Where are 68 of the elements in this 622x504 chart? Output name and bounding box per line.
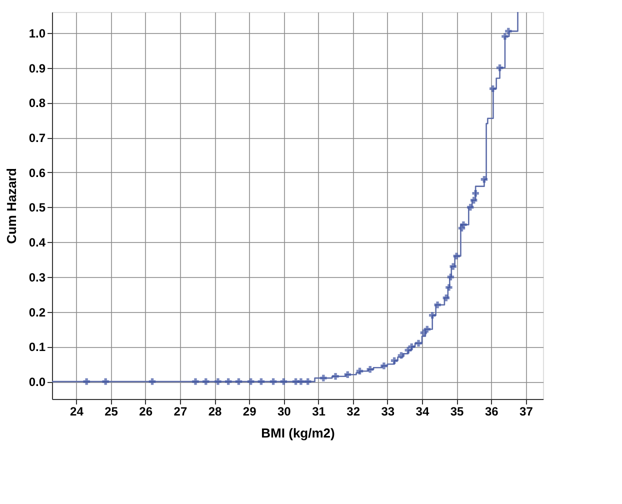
point: [83, 378, 90, 385]
point: [298, 378, 304, 385]
x-tick-label: 24: [70, 404, 84, 418]
x-tick-label: 28: [208, 404, 222, 418]
y-tick-label: 0.6: [28, 166, 46, 180]
y-tick-label: 0.3: [28, 270, 46, 284]
y-tick-label: 0.4: [28, 236, 46, 250]
point: [450, 263, 456, 270]
x-tick-label: 36: [484, 404, 499, 418]
point: [447, 274, 454, 280]
x-tick-label: 34: [416, 404, 430, 418]
point: [192, 378, 199, 385]
y-tick-label: 0.7: [28, 131, 46, 146]
point: [490, 85, 496, 92]
y-tick-label: 0.8: [28, 96, 46, 110]
point: [366, 366, 374, 373]
point: [446, 284, 452, 291]
point: [247, 378, 254, 385]
x-tick-label: 31: [312, 404, 326, 418]
point: [496, 64, 504, 72]
point: [258, 378, 265, 385]
x-tick-label: 27: [174, 404, 188, 418]
point: [332, 372, 339, 380]
x-tick-label: 37: [520, 404, 534, 418]
y-tick-label: 0.2: [28, 305, 46, 320]
point: [429, 312, 436, 319]
y-tick-label: 1.0: [28, 26, 46, 40]
y-tick-label: 0.1: [28, 340, 46, 354]
point: [148, 378, 156, 385]
point: [390, 357, 398, 364]
x-tick-label: 33: [381, 404, 395, 418]
point: [415, 340, 422, 347]
y-axis-title: Cum Hazard: [4, 168, 19, 244]
x-tick-label: 30: [277, 404, 292, 418]
point: [453, 252, 460, 260]
point: [202, 378, 210, 385]
point: [470, 196, 478, 204]
x-tick-label: 25: [104, 404, 118, 418]
point: [505, 28, 512, 35]
y-tick-label: 0.5: [28, 200, 46, 215]
point: [502, 33, 508, 40]
point: [344, 371, 351, 378]
x-axis-title: BMI (kg/m2): [261, 426, 335, 440]
point: [235, 378, 242, 385]
point: [380, 362, 388, 370]
point: [480, 176, 488, 183]
point: [102, 378, 109, 385]
point: [424, 326, 431, 333]
point: [442, 294, 450, 302]
point: [460, 221, 467, 228]
point: [434, 302, 441, 308]
point: [408, 343, 415, 350]
point: [224, 378, 232, 385]
y-tick-label: 0.9: [28, 61, 46, 76]
x-tick-label: 35: [450, 404, 464, 418]
x-tick-label: 32: [346, 404, 360, 418]
point: [304, 378, 312, 385]
point: [356, 368, 364, 374]
point: [467, 204, 474, 211]
point: [398, 352, 405, 359]
point: [472, 190, 479, 197]
point: [320, 374, 327, 382]
point: [280, 378, 288, 385]
y-tick-label: 0.0: [28, 375, 46, 390]
point: [214, 378, 222, 385]
x-tick-label: 26: [139, 404, 153, 418]
x-tick-label: 29: [242, 404, 257, 418]
point: [270, 378, 277, 385]
